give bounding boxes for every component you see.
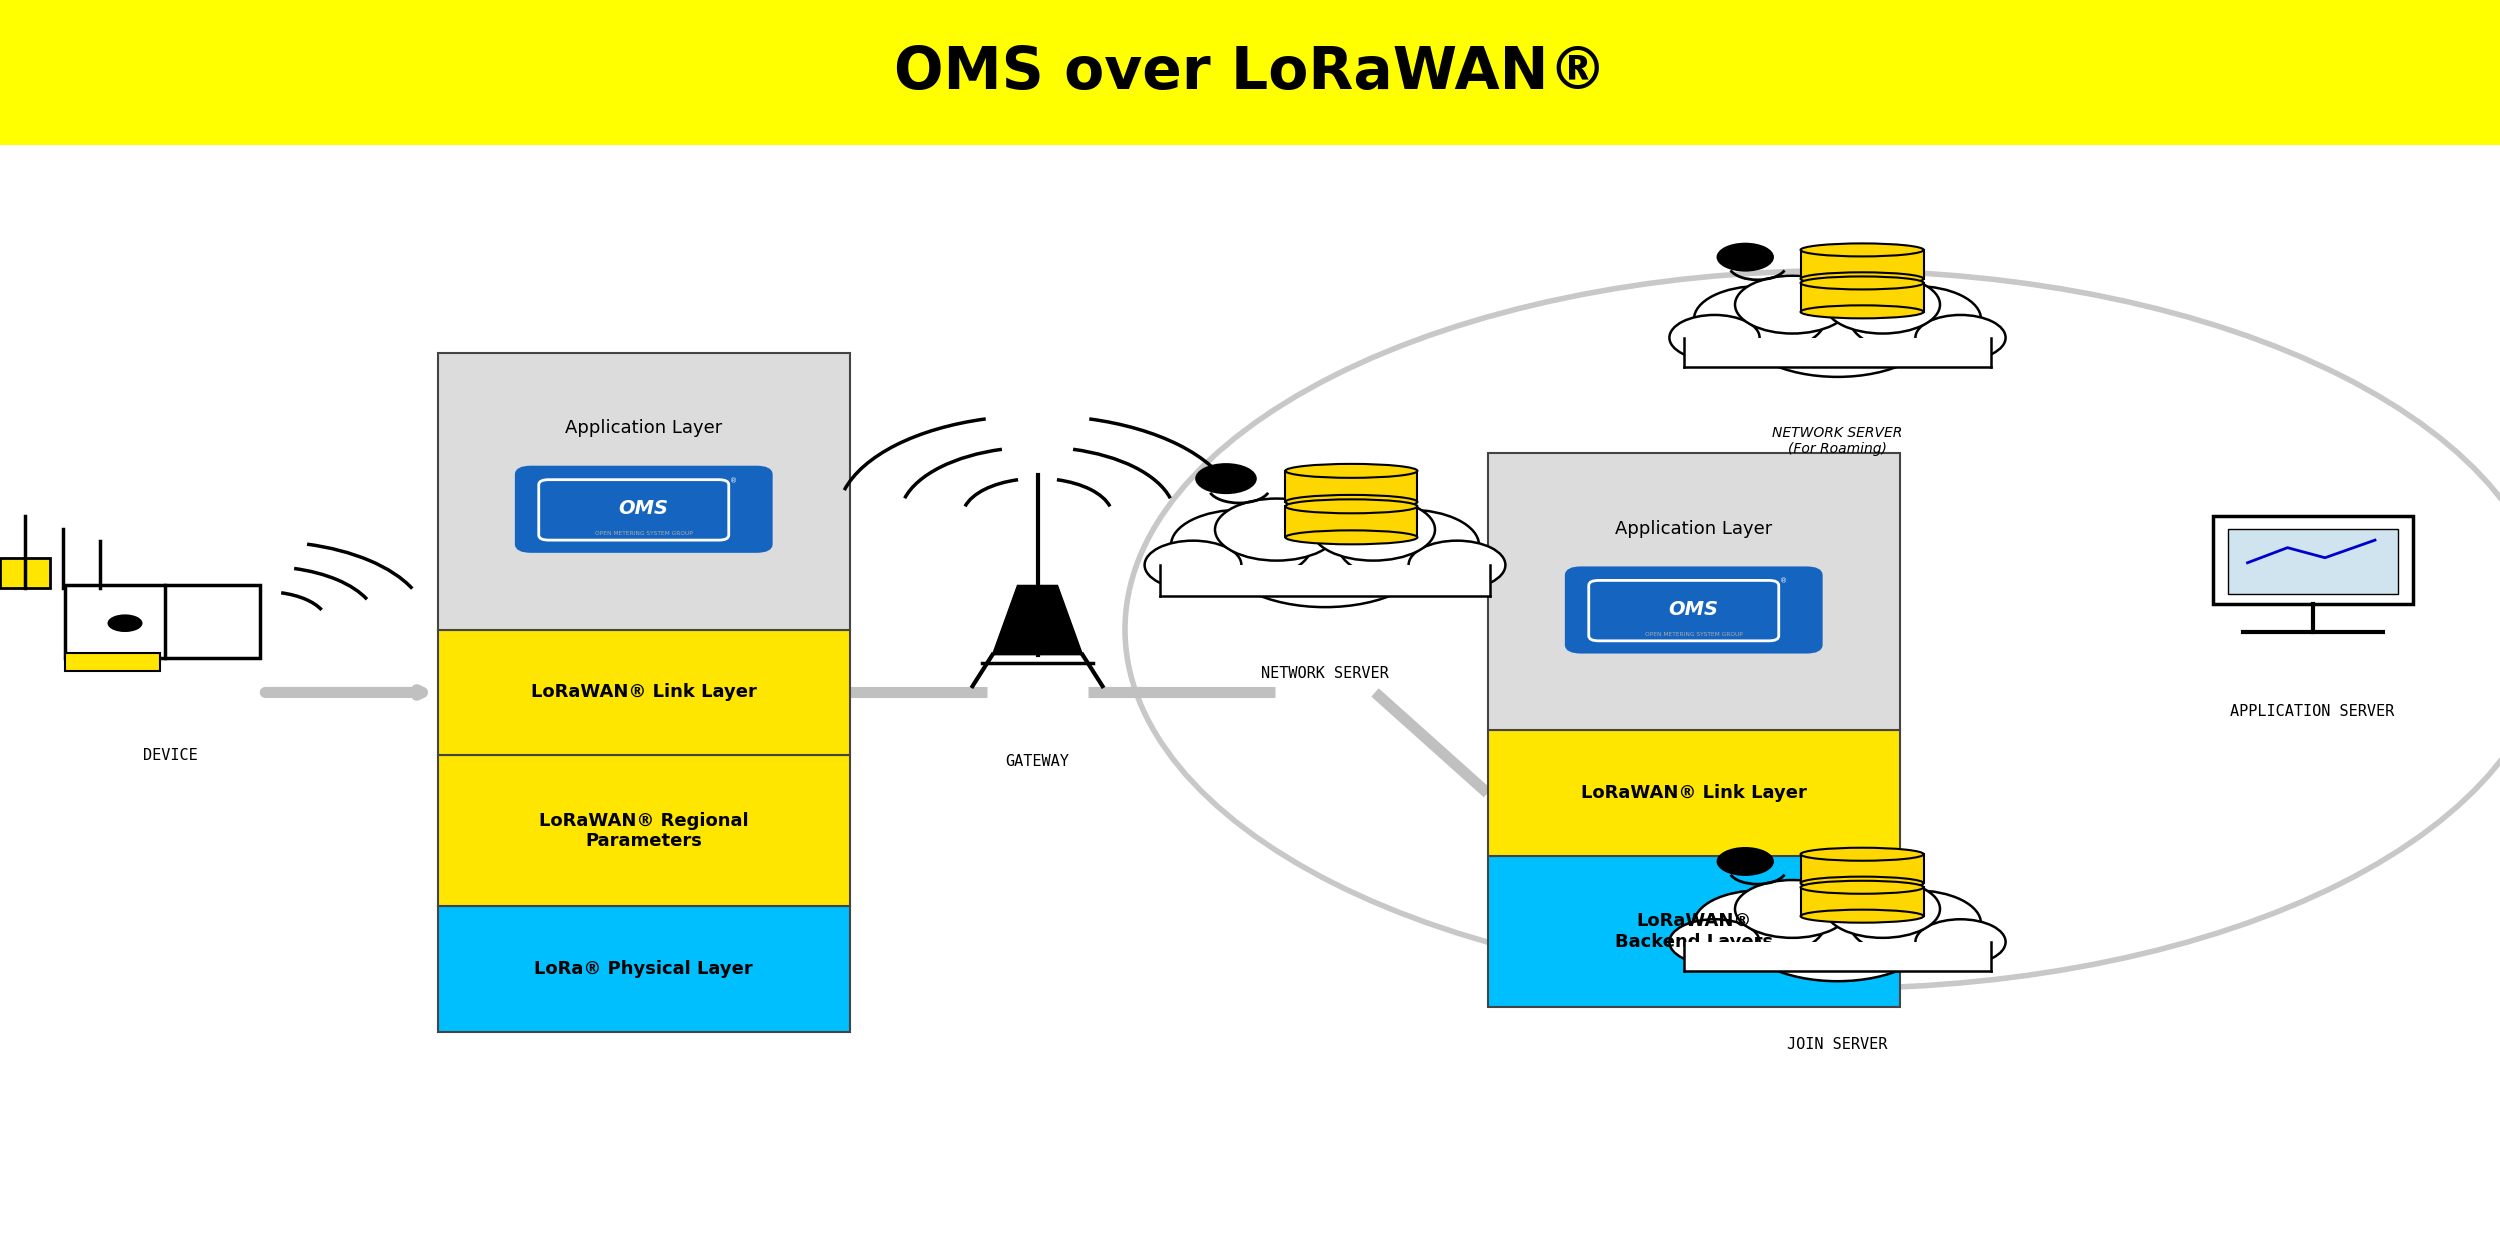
Circle shape [1915, 315, 2005, 360]
FancyBboxPatch shape [1800, 888, 1922, 917]
FancyBboxPatch shape [1565, 568, 1820, 652]
Circle shape [1718, 243, 1775, 272]
Circle shape [1695, 890, 1825, 957]
FancyBboxPatch shape [1800, 251, 1922, 278]
Circle shape [1170, 510, 1312, 580]
Circle shape [1850, 890, 1980, 957]
FancyBboxPatch shape [1590, 580, 1780, 641]
FancyBboxPatch shape [2212, 516, 2412, 604]
Circle shape [1735, 880, 1850, 938]
Text: LoRa® Physical Layer: LoRa® Physical Layer [535, 961, 752, 978]
Text: NETWORK SERVER
(For Roaming): NETWORK SERVER (For Roaming) [1772, 426, 1902, 456]
Text: DEVICE: DEVICE [142, 748, 198, 763]
FancyBboxPatch shape [0, 0, 2500, 145]
FancyBboxPatch shape [1285, 471, 1417, 502]
FancyBboxPatch shape [438, 755, 850, 906]
Polygon shape [992, 585, 1082, 655]
Text: LoRaWAN® Regional
Parameters: LoRaWAN® Regional Parameters [540, 812, 748, 850]
Circle shape [1220, 501, 1430, 607]
FancyBboxPatch shape [438, 906, 850, 1032]
FancyBboxPatch shape [518, 467, 770, 551]
Text: LoRaWAN® Link Layer: LoRaWAN® Link Layer [1580, 784, 1808, 802]
Circle shape [1825, 276, 1940, 334]
Ellipse shape [1285, 463, 1417, 478]
Circle shape [1195, 463, 1258, 494]
Circle shape [1915, 919, 2005, 964]
Text: ®: ® [730, 478, 738, 483]
Ellipse shape [1285, 500, 1417, 514]
Ellipse shape [1800, 306, 1922, 319]
FancyBboxPatch shape [438, 630, 850, 755]
Text: Application Layer: Application Layer [1615, 520, 1772, 538]
FancyBboxPatch shape [1685, 337, 1990, 366]
Text: LoRaWAN®
Backend Layers: LoRaWAN® Backend Layers [1615, 913, 1772, 951]
Circle shape [1850, 286, 1980, 353]
Ellipse shape [1285, 495, 1417, 509]
Ellipse shape [1800, 876, 1922, 890]
Circle shape [1338, 510, 1480, 580]
Ellipse shape [1800, 272, 1922, 286]
Circle shape [1407, 540, 1505, 589]
Circle shape [1740, 278, 1935, 376]
Text: OMS over LoRaWAN®: OMS over LoRaWAN® [892, 44, 1608, 101]
Circle shape [1670, 315, 1760, 360]
Ellipse shape [1800, 243, 1922, 257]
Text: OMS: OMS [620, 499, 670, 519]
FancyBboxPatch shape [1488, 856, 1900, 1007]
FancyBboxPatch shape [1685, 942, 1990, 971]
FancyBboxPatch shape [1160, 565, 1490, 596]
Text: Application Layer: Application Layer [565, 419, 722, 437]
Circle shape [1735, 276, 1850, 334]
Text: LoRaWAN® Link Layer: LoRaWAN® Link Layer [530, 684, 758, 701]
FancyBboxPatch shape [0, 558, 50, 588]
Ellipse shape [1800, 277, 1922, 290]
Ellipse shape [1285, 530, 1417, 544]
FancyBboxPatch shape [1285, 506, 1417, 538]
Text: GATEWAY: GATEWAY [1005, 754, 1070, 769]
FancyBboxPatch shape [438, 353, 850, 630]
Text: APPLICATION SERVER: APPLICATION SERVER [2230, 704, 2395, 719]
Text: NETWORK SERVER: NETWORK SERVER [1260, 666, 1390, 681]
Ellipse shape [1800, 847, 1922, 861]
Ellipse shape [1800, 881, 1922, 894]
FancyBboxPatch shape [2228, 529, 2398, 594]
Circle shape [1695, 286, 1825, 353]
Ellipse shape [1800, 910, 1922, 923]
Text: OMS: OMS [1670, 599, 1720, 619]
Text: OPEN METERING SYSTEM GROUP: OPEN METERING SYSTEM GROUP [1645, 632, 1742, 637]
FancyBboxPatch shape [65, 653, 160, 671]
Circle shape [1145, 540, 1242, 589]
Circle shape [1215, 499, 1338, 560]
Circle shape [1740, 883, 1935, 981]
FancyBboxPatch shape [1800, 854, 1922, 883]
FancyBboxPatch shape [1800, 283, 1922, 312]
Circle shape [1670, 919, 1760, 964]
Text: JOIN SERVER: JOIN SERVER [1788, 1037, 1888, 1053]
FancyBboxPatch shape [1488, 453, 1900, 730]
Circle shape [1718, 847, 1775, 876]
FancyBboxPatch shape [1488, 730, 1900, 856]
Circle shape [1312, 499, 1435, 560]
Text: OPEN METERING SYSTEM GROUP: OPEN METERING SYSTEM GROUP [595, 531, 693, 536]
Circle shape [107, 614, 142, 632]
FancyBboxPatch shape [65, 585, 260, 658]
FancyBboxPatch shape [540, 480, 730, 540]
Text: ®: ® [1780, 579, 1788, 584]
Circle shape [1825, 880, 1940, 938]
